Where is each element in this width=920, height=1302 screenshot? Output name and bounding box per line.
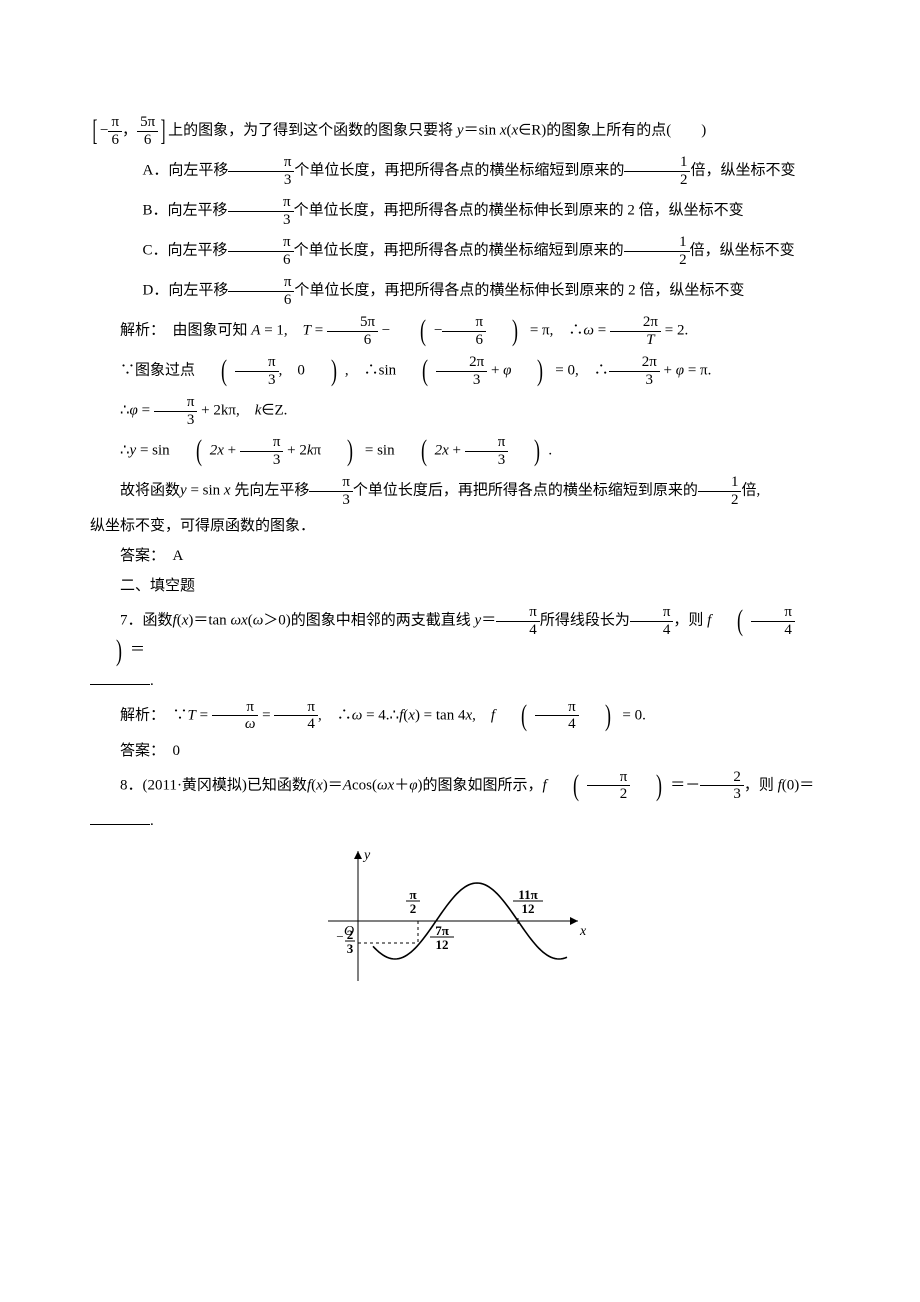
text: 个单位长度，再把所得各点的横坐标伸长到原来的 2 倍，纵坐标不变	[294, 282, 744, 298]
var-x: x	[500, 122, 507, 138]
frac-pi-3: π3	[228, 194, 294, 228]
option-b: B．向左平移π3个单位长度，再把所得各点的横坐标伸长到原来的 2 倍，纵坐标不变	[90, 194, 825, 228]
q7-answer: 答案： 0	[90, 739, 825, 763]
svg-text:2: 2	[409, 901, 416, 916]
text: D．向左平移	[143, 282, 229, 298]
den: 6	[108, 132, 122, 149]
text: A．向左平移	[143, 162, 229, 178]
bracket-right: ]	[161, 119, 166, 143]
svg-text:y: y	[362, 848, 371, 863]
text: 倍，纵坐标不变	[690, 242, 795, 258]
option-c: C．向左平移π6个单位长度，再把所得各点的横坐标缩短到原来的12倍，纵坐标不变	[90, 234, 825, 268]
option-d: D．向左平移π6个单位长度，再把所得各点的横坐标伸长到原来的 2 倍，纵坐标不变	[90, 274, 825, 308]
svg-text:12: 12	[435, 937, 448, 952]
text: ＝sin	[464, 122, 500, 138]
question-7-blank: .	[90, 669, 825, 693]
num: π	[108, 114, 122, 132]
frac-5pi-6: 5π6	[137, 114, 158, 148]
text: B．向左平移	[143, 202, 228, 218]
text: 上的图象，为了得到这个函数的图象只要将	[168, 122, 453, 138]
frac-pi-6: π6	[228, 274, 294, 308]
den: 6	[137, 132, 158, 149]
label: 解析： 由图象可知	[120, 322, 248, 338]
svg-text:7π: 7π	[435, 923, 449, 938]
conclusion-line-2: 纵坐标不变，可得原函数的图象．	[90, 514, 825, 538]
question-8: 8．(2011·黄冈模拟)已知函数f(x)＝Acos(ωx＋φ)的图象如图所示，…	[90, 769, 825, 803]
solution-line-2: ∵图象过点(π3, 0), ∴sin(2π3 + φ) = 0, ∴2π3 + …	[90, 354, 825, 388]
num: 5π	[137, 114, 158, 132]
frac-pi-6: π6	[108, 114, 122, 148]
option-a: A．向左平移π3个单位长度，再把所得各点的横坐标缩短到原来的12倍，纵坐标不变	[90, 154, 825, 188]
frac-1-2: 12	[624, 154, 690, 188]
fill-blank[interactable]	[90, 684, 150, 685]
question-intro: [−π6，5π6]上的图象，为了得到这个函数的图象只要将 y＝sin x(x∈R…	[90, 114, 825, 148]
frac-pi-6: π6	[228, 234, 294, 268]
section-title: 二、填空题	[90, 574, 825, 598]
frac-1-2: 12	[624, 234, 690, 268]
answer-label: 答案： A	[90, 544, 825, 568]
bracket-left: [	[93, 119, 98, 143]
text: 个单位长度，再把所得各点的横坐标伸长到原来的 2 倍，纵坐标不变	[294, 202, 744, 218]
frac-pi-3: π3	[228, 154, 294, 188]
graph-svg: yxOπ27π1211π12−23	[318, 841, 598, 991]
svg-text:12: 12	[521, 901, 534, 916]
conclusion-line-1: 故将函数y = sin x 先向左平移π3个单位长度后，再把所得各点的横坐标缩短…	[90, 474, 825, 508]
text: 个单位长度，再把所得各点的横坐标缩短到原来的	[294, 242, 624, 258]
text: 个单位长度，再把所得各点的横坐标缩短到原来的	[294, 162, 624, 178]
svg-text:11π: 11π	[518, 887, 537, 902]
question-7: 7．函数f(x)＝tan ωx(ω＞0)的图象中相邻的两支截直线 y＝π4所得线…	[90, 604, 825, 663]
fill-blank[interactable]	[90, 824, 150, 825]
text: 倍，纵坐标不变	[690, 162, 795, 178]
svg-text:π: π	[409, 887, 416, 902]
solution-line-3: ∴φ = π3 + 2kπ, k∈Z.	[90, 394, 825, 428]
svg-text:2: 2	[346, 927, 353, 942]
text: C．向左平移	[143, 242, 228, 258]
svg-text:x: x	[579, 924, 587, 939]
question-8-blank: .	[90, 809, 825, 833]
svg-text:−: −	[336, 929, 343, 944]
solution-line-4: ∴y = sin(2x + π3 + 2kπ, + 2kπ) = sin(2x …	[90, 434, 825, 468]
q7-solution: 解析： ∵T = πω = π4, ∴ω = 4.∴f(x) = tan 4x,…	[90, 699, 825, 733]
svg-text:3: 3	[346, 941, 353, 956]
text: ∈R)的图象上所有的点( )	[518, 122, 706, 138]
var-y: y	[457, 122, 464, 138]
q8-graph: yxOπ27π1211π12−23	[90, 841, 825, 991]
solution-line-1: 解析： 由图象可知 A = 1, T = 5π6 − (−π6) = π, ∴ω…	[90, 314, 825, 348]
